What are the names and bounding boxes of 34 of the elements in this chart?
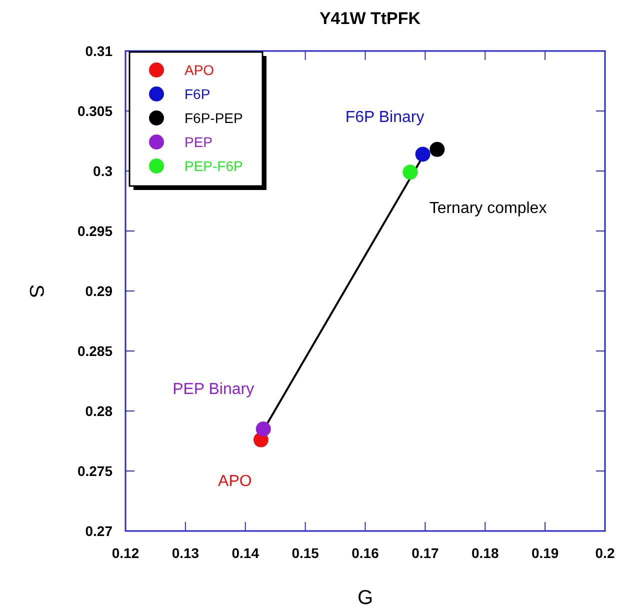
y-axis-title: S (25, 284, 47, 298)
annotation: F6P Binary (345, 109, 424, 126)
x-tick-label: 0.13 (172, 545, 200, 561)
point (256, 422, 271, 436)
y-tick-label: 0.285 (77, 343, 113, 359)
legend-label: PEP (184, 134, 213, 150)
x-tick-label: 0.14 (232, 545, 260, 561)
legend-label: PEP-F6P (184, 158, 243, 174)
y-tick-label: 0.295 (77, 223, 113, 239)
y-tick-label: 0.275 (77, 463, 113, 479)
x-tick-label: 0.19 (531, 545, 559, 561)
y-tick-label: 0.27 (85, 523, 113, 539)
annotation: PEP Binary (172, 381, 254, 398)
x-tick-label: 0.18 (472, 545, 499, 561)
chart-title: Y41W TtPFK (319, 9, 422, 28)
annotation: APO (218, 472, 252, 490)
point (402, 164, 418, 180)
legend-label: F6P-PEP (184, 110, 243, 126)
x-tick-label: 0.16 (352, 545, 380, 561)
y-tick-label: 0.3 (93, 163, 113, 179)
legend-label: F6P (184, 86, 210, 102)
point (415, 146, 430, 162)
x-tick-label: 0.2 (595, 545, 615, 561)
x-tick-label: 0.17 (412, 545, 440, 561)
x-axis-title: G (357, 587, 374, 609)
x-tick-label: 0.15 (292, 545, 320, 561)
legend-label: APO (184, 62, 214, 78)
point (430, 142, 445, 157)
x-tick-label: 0.12 (112, 545, 140, 561)
y-tick-label: 0.29 (85, 283, 113, 299)
y-tick-label: 0.28 (85, 403, 113, 419)
y-tick-label: 0.31 (85, 43, 113, 59)
annotation: Ternary complex (429, 200, 547, 217)
y-tick-label: 0.305 (77, 103, 113, 119)
